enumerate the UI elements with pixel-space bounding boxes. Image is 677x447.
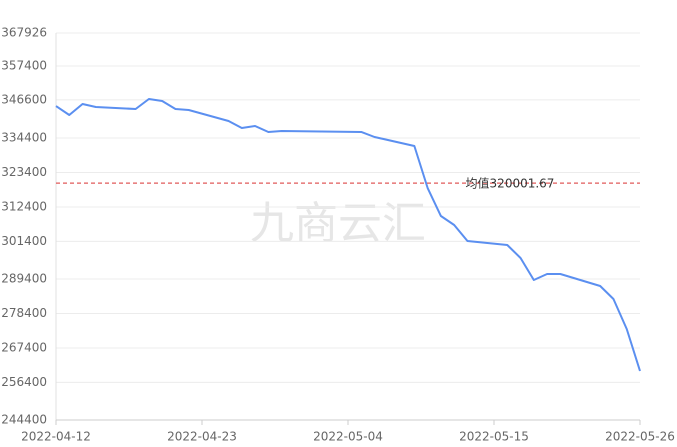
- x-tick-label: 2022-04-23: [167, 430, 237, 444]
- y-tick-label: 256400: [1, 375, 47, 389]
- y-tick-label: 289400: [1, 272, 47, 286]
- y-tick-label: 244400: [1, 413, 47, 427]
- x-tick-label: 2022-05-04: [313, 430, 383, 444]
- x-tick-label: 2022-04-12: [21, 430, 91, 444]
- y-tick-label: 323400: [1, 165, 47, 179]
- y-tick-label: 278400: [1, 306, 47, 320]
- line: [55, 98, 641, 372]
- y-tick-label: 267400: [1, 340, 47, 354]
- y-tick-label: 346600: [1, 92, 47, 106]
- y-tick-label: 334400: [1, 131, 47, 145]
- x-tick-label: 2022-05-15: [459, 430, 529, 444]
- y-tick-label: 357400: [1, 58, 47, 72]
- y-tick-label: 312400: [1, 199, 47, 213]
- x-tick-label: 2022-05-26: [605, 430, 675, 444]
- mean-label: 均值320001.67: [466, 176, 555, 191]
- y-tick-label: 301400: [1, 234, 47, 248]
- y-tick-label: 367926: [1, 26, 47, 40]
